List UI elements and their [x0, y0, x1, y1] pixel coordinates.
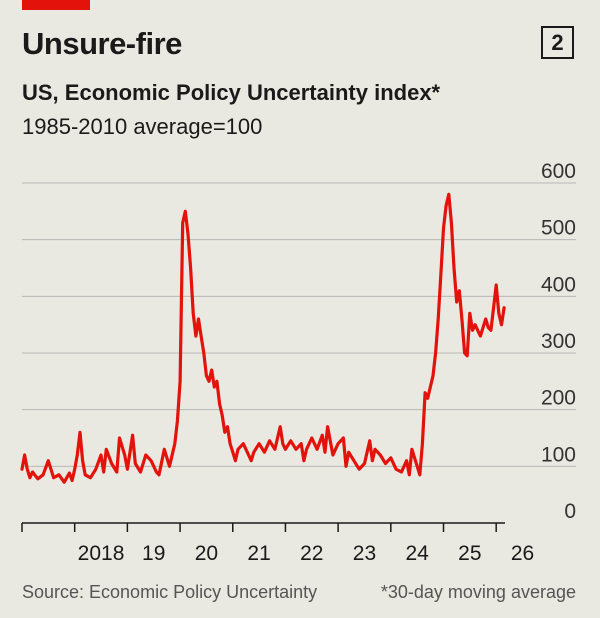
source-note: Source: Economic Policy Uncertainty [22, 582, 318, 602]
x-tick-label-24: 24 [405, 542, 429, 565]
footnote: *30-day moving average [380, 582, 576, 602]
chart-number-badge: 2 [541, 26, 574, 59]
series-line-0 [20, 192, 506, 484]
y-tick-label-0: 0 [564, 500, 576, 523]
y-tick-label-300: 300 [541, 330, 576, 353]
x-tick-label-21: 21 [247, 542, 270, 565]
y-tick-label-600: 600 [541, 160, 576, 183]
y-tick-label-400: 400 [541, 273, 576, 296]
x-tick-label-20: 20 [195, 542, 218, 565]
x-tick-label-26: 26 [511, 542, 534, 565]
x-tick-label-2018: 2018 [78, 542, 125, 565]
y-tick-label-100: 100 [541, 443, 576, 466]
y-tick-label-200: 200 [541, 387, 576, 410]
chart-subtitle: US, Economic Policy Uncertainty index* [22, 80, 441, 105]
chart-subtitle-note: 1985-2010 average=100 [22, 114, 263, 139]
chart-title: Unsure-fire [22, 26, 182, 61]
x-tick-label-23: 23 [353, 542, 376, 565]
y-tick-label-500: 500 [541, 217, 576, 240]
brand-red-tag [22, 0, 90, 10]
x-tick-label-25: 25 [458, 542, 481, 565]
x-tick-label-22: 22 [300, 542, 323, 565]
x-tick-label-19: 19 [142, 542, 165, 565]
